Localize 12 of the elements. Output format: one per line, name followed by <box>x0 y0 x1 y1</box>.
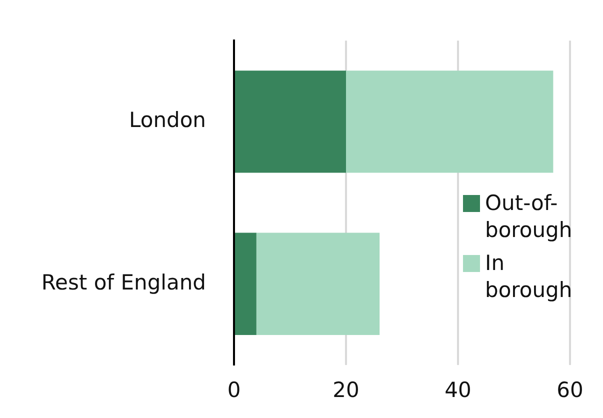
bar <box>256 232 380 335</box>
x-tick-label: 40 <box>444 378 472 402</box>
y-tick-label: London <box>129 108 206 132</box>
bar <box>346 70 554 173</box>
legend-label: In borough <box>485 250 574 304</box>
bar <box>235 232 256 335</box>
y-tick-label: Rest of England <box>41 270 206 294</box>
bar <box>235 70 346 173</box>
x-tick-label: 0 <box>227 378 241 402</box>
legend-label: Out-of-borough <box>485 190 574 244</box>
x-tick-label: 60 <box>556 378 584 402</box>
x-tick-label: 20 <box>332 378 360 402</box>
